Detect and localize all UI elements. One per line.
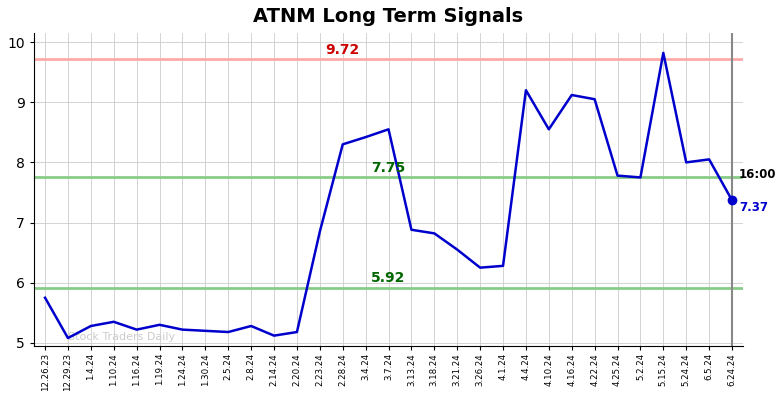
Text: 5.92: 5.92: [372, 271, 406, 285]
Text: 9.72: 9.72: [325, 43, 360, 57]
Text: 7.37: 7.37: [739, 201, 768, 214]
Title: ATNM Long Term Signals: ATNM Long Term Signals: [253, 7, 524, 26]
Text: 7.75: 7.75: [372, 161, 405, 175]
Text: 16:00: 16:00: [739, 168, 776, 181]
Text: Stock Traders Daily: Stock Traders Daily: [68, 332, 175, 341]
